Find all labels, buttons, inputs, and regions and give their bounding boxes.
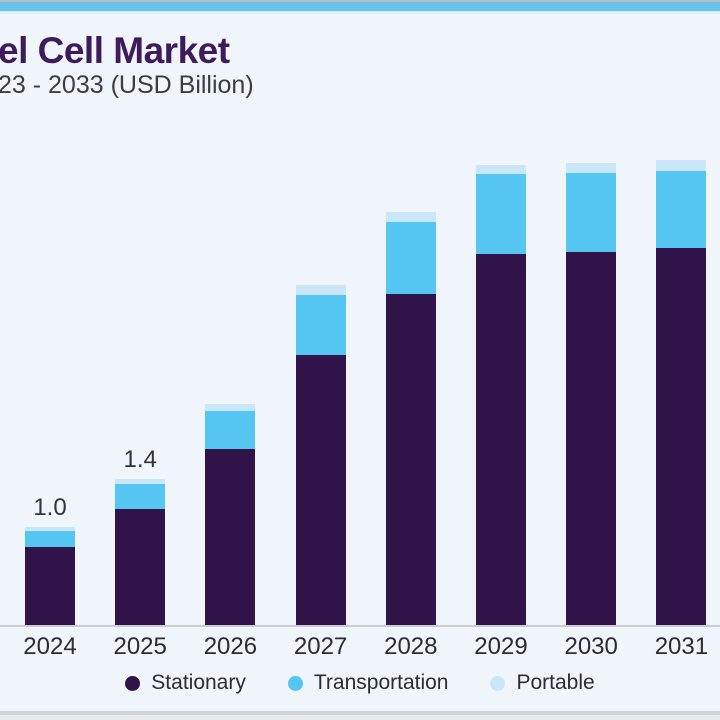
- legend-label-transportation: Transportation: [313, 671, 449, 694]
- bar-segment-portable-2030: [566, 163, 617, 173]
- legend-swatch-stationary: [125, 675, 141, 691]
- bar-segment-stationary-2027: [295, 355, 346, 625]
- legend-label-portable: Portable: [516, 671, 595, 694]
- bar-group-2027: [295, 285, 346, 625]
- chart-legend: Stationary Transportation Portable: [0, 666, 720, 700]
- bar-segment-stationary-2028: [385, 294, 436, 625]
- x-axis-label-2028: 2028: [384, 633, 438, 660]
- bar-segment-transportation-2029: [476, 174, 526, 254]
- bar-group-2024: [25, 527, 75, 625]
- legend-item-stationary: Stationary: [125, 671, 246, 695]
- bar-segment-stationary-2030: [566, 252, 617, 625]
- bar-segment-transportation-2027: [295, 295, 346, 355]
- chart-title: el Cell Market: [0, 30, 230, 71]
- bar-segment-stationary-2024: [25, 547, 75, 625]
- x-axis-label-2025: 2025: [113, 633, 167, 660]
- bar-segment-stationary-2026: [205, 449, 256, 625]
- bar-segment-transportation-2025: [115, 484, 166, 509]
- chart-subtitle: 23 - 2033 (USD Billion): [0, 71, 254, 99]
- bar-segment-transportation-2026: [205, 411, 256, 449]
- x-axis-label-2030: 2030: [564, 633, 618, 660]
- bar-segment-portable-2027: [295, 285, 346, 295]
- legend-swatch-portable: [490, 675, 506, 691]
- bar-total-label-2025: 1.4: [123, 446, 157, 473]
- bottom-strip-fade: [0, 715, 720, 720]
- x-axis-label-2029: 2029: [474, 633, 528, 660]
- bar-segment-stationary-2025: [115, 509, 166, 625]
- x-axis-label-2026: 2026: [203, 633, 258, 660]
- legend-item-portable: Portable: [490, 671, 595, 695]
- bar-total-label-2024: 1.0: [33, 494, 67, 521]
- x-axis-label-2024: 2024: [23, 633, 77, 660]
- bar-group-2028: [385, 212, 436, 625]
- x-axis-label-2027: 2027: [293, 633, 348, 660]
- legend-label-stationary: Stationary: [151, 671, 246, 694]
- bar-segment-stationary-2031: [656, 248, 707, 625]
- legend-item-transportation: Transportation: [287, 671, 449, 695]
- bar-group-2029: [476, 165, 526, 625]
- bar-group-2031: [656, 160, 707, 625]
- top-accent-bar: [0, 2, 720, 11]
- bar-segment-portable-2028: [385, 212, 436, 222]
- top-hairline: [0, 0, 720, 2]
- bottom-strip: [0, 711, 720, 715]
- bar-segment-portable-2024: [25, 527, 75, 531]
- bar-group-2030: [566, 163, 617, 625]
- bar-segment-transportation-2028: [385, 222, 436, 294]
- bar-segment-portable-2026: [205, 404, 256, 411]
- top-accent-fade: [0, 11, 720, 14]
- bar-segment-transportation-2030: [566, 173, 617, 252]
- bar-segment-transportation-2031: [656, 171, 707, 248]
- bar-segment-transportation-2024: [25, 531, 75, 547]
- bar-segment-portable-2025: [115, 479, 166, 484]
- legend-swatch-transportation: [287, 675, 303, 691]
- bar-group-2025: [115, 479, 166, 625]
- bar-segment-portable-2029: [476, 165, 526, 174]
- bar-segment-stationary-2029: [476, 254, 526, 625]
- x-axis-label-2031: 2031: [654, 633, 709, 660]
- bar-segment-portable-2031: [656, 160, 707, 171]
- bar-group-2026: [205, 404, 256, 625]
- x-axis-line: [0, 625, 720, 627]
